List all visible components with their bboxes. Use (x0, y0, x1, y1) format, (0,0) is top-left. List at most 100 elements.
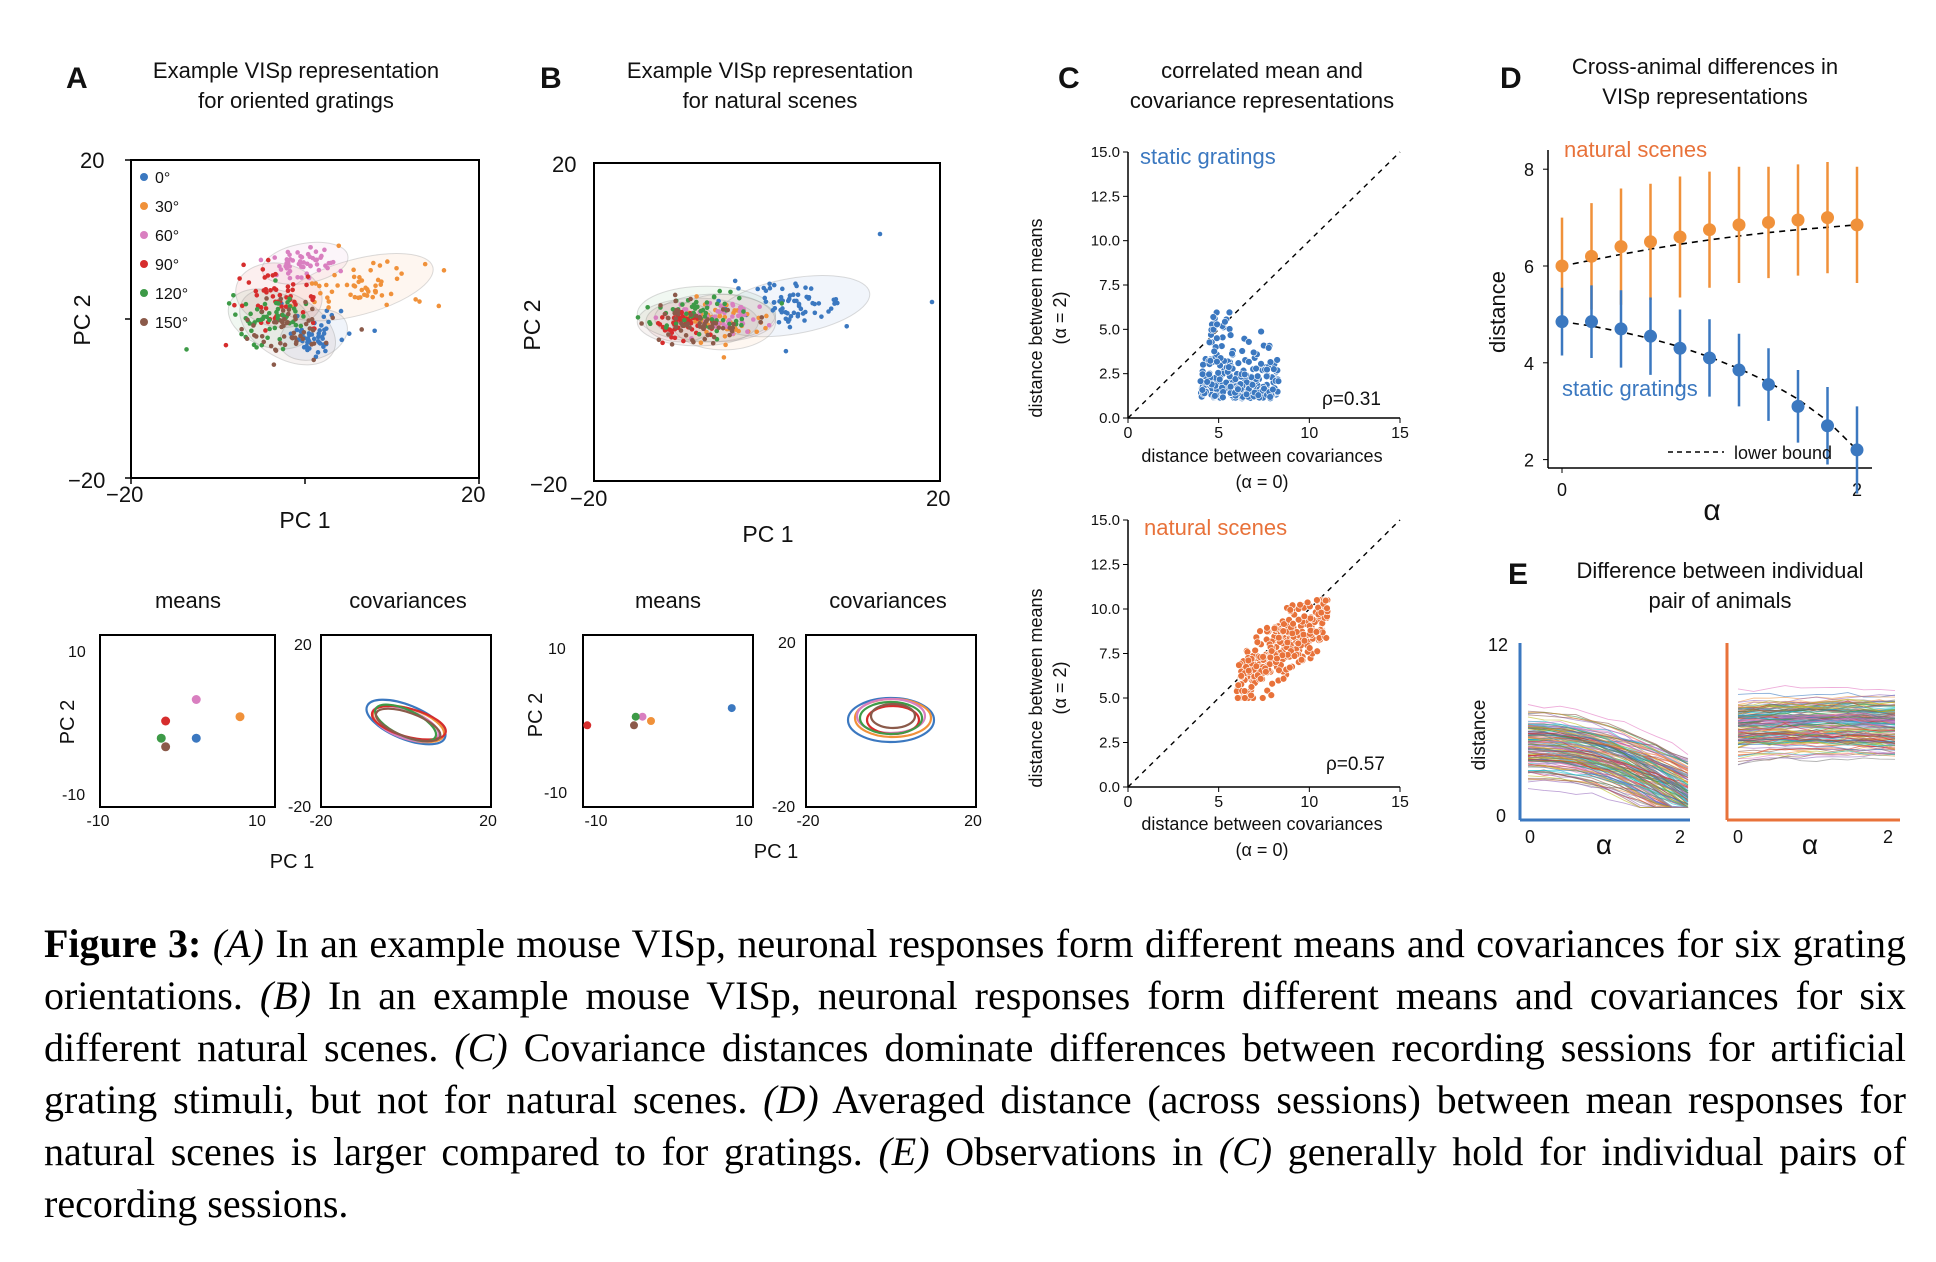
pair-line (1737, 723, 1896, 730)
panel-c-letter: C (1058, 62, 1080, 95)
data-point (278, 296, 284, 302)
data-point (730, 303, 736, 308)
panel-e-right-xtick-2: 2 (1883, 827, 1893, 847)
data-point (265, 335, 270, 341)
data-point (385, 259, 390, 264)
data-point (766, 322, 772, 328)
data-point (286, 311, 291, 317)
data-point (711, 334, 717, 340)
panel-c-natural-xlabel: distance between covariances (1141, 814, 1382, 834)
data-point (260, 267, 266, 272)
data-point (810, 300, 815, 306)
data-point (732, 278, 738, 284)
data-point (285, 249, 291, 255)
data-point (1257, 360, 1265, 368)
cov-ellipse (869, 702, 917, 730)
panel-a-cov-ellipses (365, 698, 447, 746)
data-point (417, 299, 422, 304)
panel-a-title-line2: for oriented gratings (198, 88, 394, 113)
panel-c-natural-label: natural scenes (1144, 515, 1287, 540)
data-point (285, 300, 290, 305)
data-point (1199, 360, 1207, 369)
data-point (326, 299, 332, 304)
pair-line (1527, 770, 1689, 808)
data-point (305, 251, 311, 257)
y-tick-label: 7.5 (1099, 646, 1120, 663)
data-point (377, 263, 383, 268)
data-point (348, 292, 353, 298)
data-point (248, 311, 253, 317)
data-point (287, 296, 292, 302)
data-point (721, 355, 727, 360)
panel-b-cov-ytick-bottom: -20 (772, 799, 795, 816)
data-point (297, 260, 303, 266)
panel-a-xlabel: PC 1 (279, 507, 330, 533)
series-point (1614, 240, 1628, 254)
series-point (1821, 419, 1834, 433)
data-point (1225, 363, 1233, 371)
series-point (1673, 230, 1687, 244)
x-tick-label: 0 (1124, 425, 1133, 442)
data-point (722, 333, 728, 339)
pair-line (1527, 720, 1689, 769)
legend-marker (140, 202, 148, 210)
legend-label: 60° (155, 228, 179, 245)
data-point (1247, 691, 1255, 700)
series-point (1555, 315, 1569, 329)
panel-c-natural-points (1233, 596, 1332, 702)
data-point (261, 314, 266, 320)
panel-c-gratings-xlabel2: (α = 0) (1236, 472, 1289, 492)
data-point (1218, 342, 1226, 350)
mean-point (647, 717, 655, 725)
data-point (300, 310, 306, 315)
legend-label: 120° (155, 286, 188, 303)
data-point (730, 314, 735, 319)
data-point (372, 328, 377, 334)
panel-a-means-points (156, 695, 245, 752)
pair-line (1737, 700, 1896, 709)
pair-line (1527, 741, 1689, 802)
data-point (272, 255, 278, 260)
data-point (281, 334, 287, 339)
data-point (1249, 348, 1258, 357)
panel-c-gratings-points (1196, 308, 1283, 402)
mean-point (156, 733, 166, 743)
data-point (1254, 391, 1263, 399)
figure-caption: Figure 3: (A) In an example mouse VISp, … (44, 918, 1906, 1230)
data-point (700, 307, 706, 313)
data-point (262, 301, 268, 307)
panel-c-gratings-axes: 0 5 10 15 0.0 2.5 5.0 7.5 10.0 12.5 15.0 (1091, 144, 1409, 442)
data-point (1214, 369, 1222, 377)
panel-b-cov-xtick-right: 20 (964, 813, 982, 830)
panel-e-gratings-lines (1527, 704, 1689, 808)
data-point (267, 326, 272, 332)
panel-d-title-line1: Cross-animal differences in (1572, 54, 1838, 79)
legend-marker (140, 260, 148, 268)
pair-line (1527, 734, 1689, 778)
data-point (295, 274, 300, 280)
data-point (309, 342, 315, 347)
data-point (687, 325, 692, 330)
y-tick-label: 15.0 (1091, 512, 1120, 529)
panel-b-scatter-points (635, 231, 935, 360)
panel-a-cov-frame (320, 634, 492, 808)
data-point (332, 272, 337, 278)
data-point (680, 314, 686, 319)
pair-line (1527, 723, 1689, 759)
data-point (804, 294, 809, 300)
data-point (315, 338, 321, 344)
data-point (707, 324, 713, 330)
data-point (265, 273, 271, 278)
data-point (788, 313, 794, 319)
data-point (339, 337, 345, 343)
data-point (436, 303, 442, 309)
data-point (1241, 694, 1249, 702)
legend-label: 0° (155, 170, 170, 187)
data-point (388, 291, 394, 297)
data-point (1251, 646, 1259, 655)
data-point (266, 310, 272, 316)
panel-b-title-line2: for natural scenes (683, 88, 858, 113)
data-point (357, 275, 362, 280)
data-point (303, 321, 309, 327)
data-point (795, 292, 801, 298)
